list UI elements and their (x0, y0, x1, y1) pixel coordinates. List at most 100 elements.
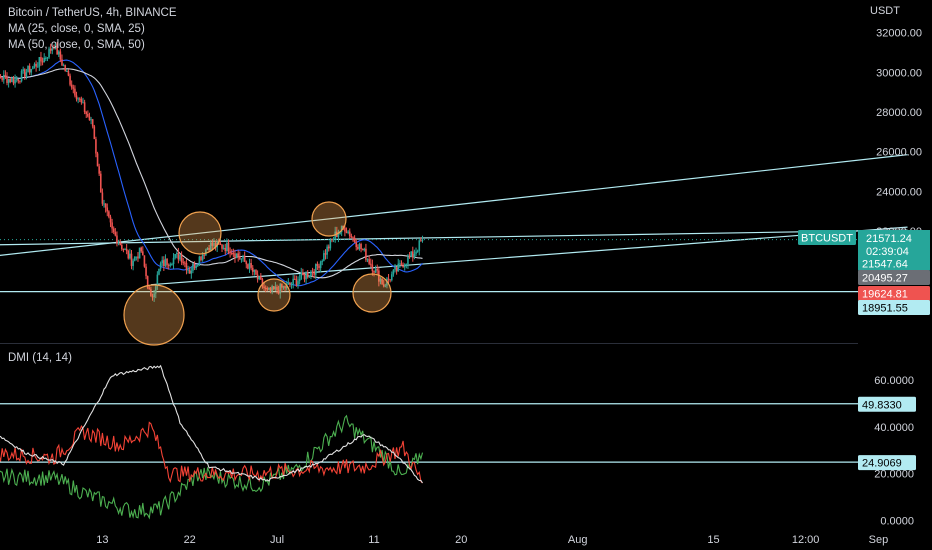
candle-body (61, 59, 63, 66)
candle-body (274, 286, 277, 290)
candle-body (303, 275, 306, 280)
candle-body (28, 65, 31, 73)
candle-body (266, 288, 269, 290)
candle-body (196, 265, 199, 267)
candle-body (290, 284, 293, 286)
candle-body (35, 63, 37, 67)
candle-body (374, 269, 377, 273)
ma50-value-badge: 20495.27 (862, 273, 908, 285)
candle-body (384, 285, 387, 287)
candle-body (256, 274, 259, 280)
price-tick-label: 30000.00 (876, 67, 922, 79)
candle-body (11, 77, 13, 82)
candle-body (327, 246, 330, 249)
candle-body (261, 279, 264, 287)
candle-body (326, 246, 328, 255)
dmi-tick-label: 0.0000 (880, 516, 914, 528)
candle-body (211, 242, 214, 246)
candle-body (101, 192, 104, 204)
candle-body (4, 75, 7, 77)
candle-body (25, 72, 28, 77)
candle-body (46, 57, 49, 59)
candle-body (415, 251, 417, 254)
candle-body (74, 88, 76, 96)
candle-body (6, 76, 8, 83)
candle-body (203, 254, 206, 256)
candle-body (7, 78, 10, 83)
dmi-title[interactable]: DMI (14, 14) (8, 352, 72, 364)
candle-body (366, 259, 369, 261)
ma25-legend[interactable]: MA (25, close, 0, SMA, 25) (8, 23, 145, 35)
candle-body (106, 207, 109, 212)
candle-body (51, 48, 54, 51)
candle-body (130, 253, 133, 266)
candle-body (315, 264, 317, 275)
dmi-series-di (0, 414, 424, 520)
candle-body (75, 95, 78, 100)
candle-body (166, 258, 168, 265)
candle-body (258, 276, 261, 280)
candle-body (277, 290, 280, 294)
candle-body (90, 119, 92, 121)
candle-body (114, 232, 117, 236)
candle-body (392, 269, 395, 275)
candle-body (198, 256, 201, 266)
dmi-tick-label: 40.0000 (874, 422, 914, 434)
candle-body (135, 256, 138, 258)
candle-body (184, 262, 186, 264)
candle-body (230, 252, 233, 254)
candle-body (293, 278, 296, 280)
ma50-legend[interactable]: MA (50, close, 0, SMA, 50) (8, 39, 145, 51)
candle-body (69, 75, 71, 85)
dmi-low-badge: 24.9069 (862, 458, 902, 470)
candle-body (2, 75, 5, 80)
last-price-badge-bg (858, 230, 930, 260)
candle-body (272, 286, 275, 290)
candle-body (357, 247, 359, 249)
candle-body (0, 76, 2, 79)
candle-body (321, 260, 324, 262)
candle-body (175, 253, 178, 255)
candle-body (337, 234, 340, 238)
candle-body (140, 247, 142, 252)
candle-body (98, 166, 100, 174)
candle-body (117, 242, 120, 244)
candle-body (279, 283, 282, 294)
candle-body (421, 239, 424, 241)
price-tick-label: 28000.00 (876, 107, 922, 119)
candle-body (93, 126, 96, 140)
candle-body (390, 274, 393, 281)
candle-body (208, 248, 210, 251)
candle-body (381, 279, 383, 285)
candle-body (399, 263, 401, 265)
candle-body (56, 43, 58, 55)
candle-body (298, 279, 301, 282)
candle-body (146, 276, 149, 288)
candle-body (306, 272, 309, 278)
candle-body (87, 113, 89, 117)
candle-body (281, 283, 283, 288)
candle-body (201, 254, 204, 261)
symbol-badge-bg (798, 230, 856, 245)
candle-body (145, 266, 147, 277)
candle-body (206, 248, 209, 250)
candle-body (163, 260, 165, 266)
symbol-title[interactable]: Bitcoin / TetherUS, 4h, BINANCE (8, 7, 177, 19)
ma25-value-badge: 21547.64 (862, 259, 908, 271)
candle-body (316, 264, 319, 266)
candle-body (397, 263, 400, 272)
time-tick-label: 13 (96, 534, 108, 546)
candle-body (12, 77, 15, 84)
candle-body (164, 258, 167, 266)
candle-body (420, 240, 422, 242)
candle-body (14, 79, 16, 84)
currency-label: USDT (870, 5, 900, 17)
candle-body (395, 267, 398, 272)
trendline-1 (0, 229, 908, 246)
candle-body (103, 203, 105, 205)
candle-body (41, 61, 44, 63)
candle-body (112, 228, 115, 233)
candle-body (284, 286, 286, 289)
candle-body (182, 262, 185, 264)
